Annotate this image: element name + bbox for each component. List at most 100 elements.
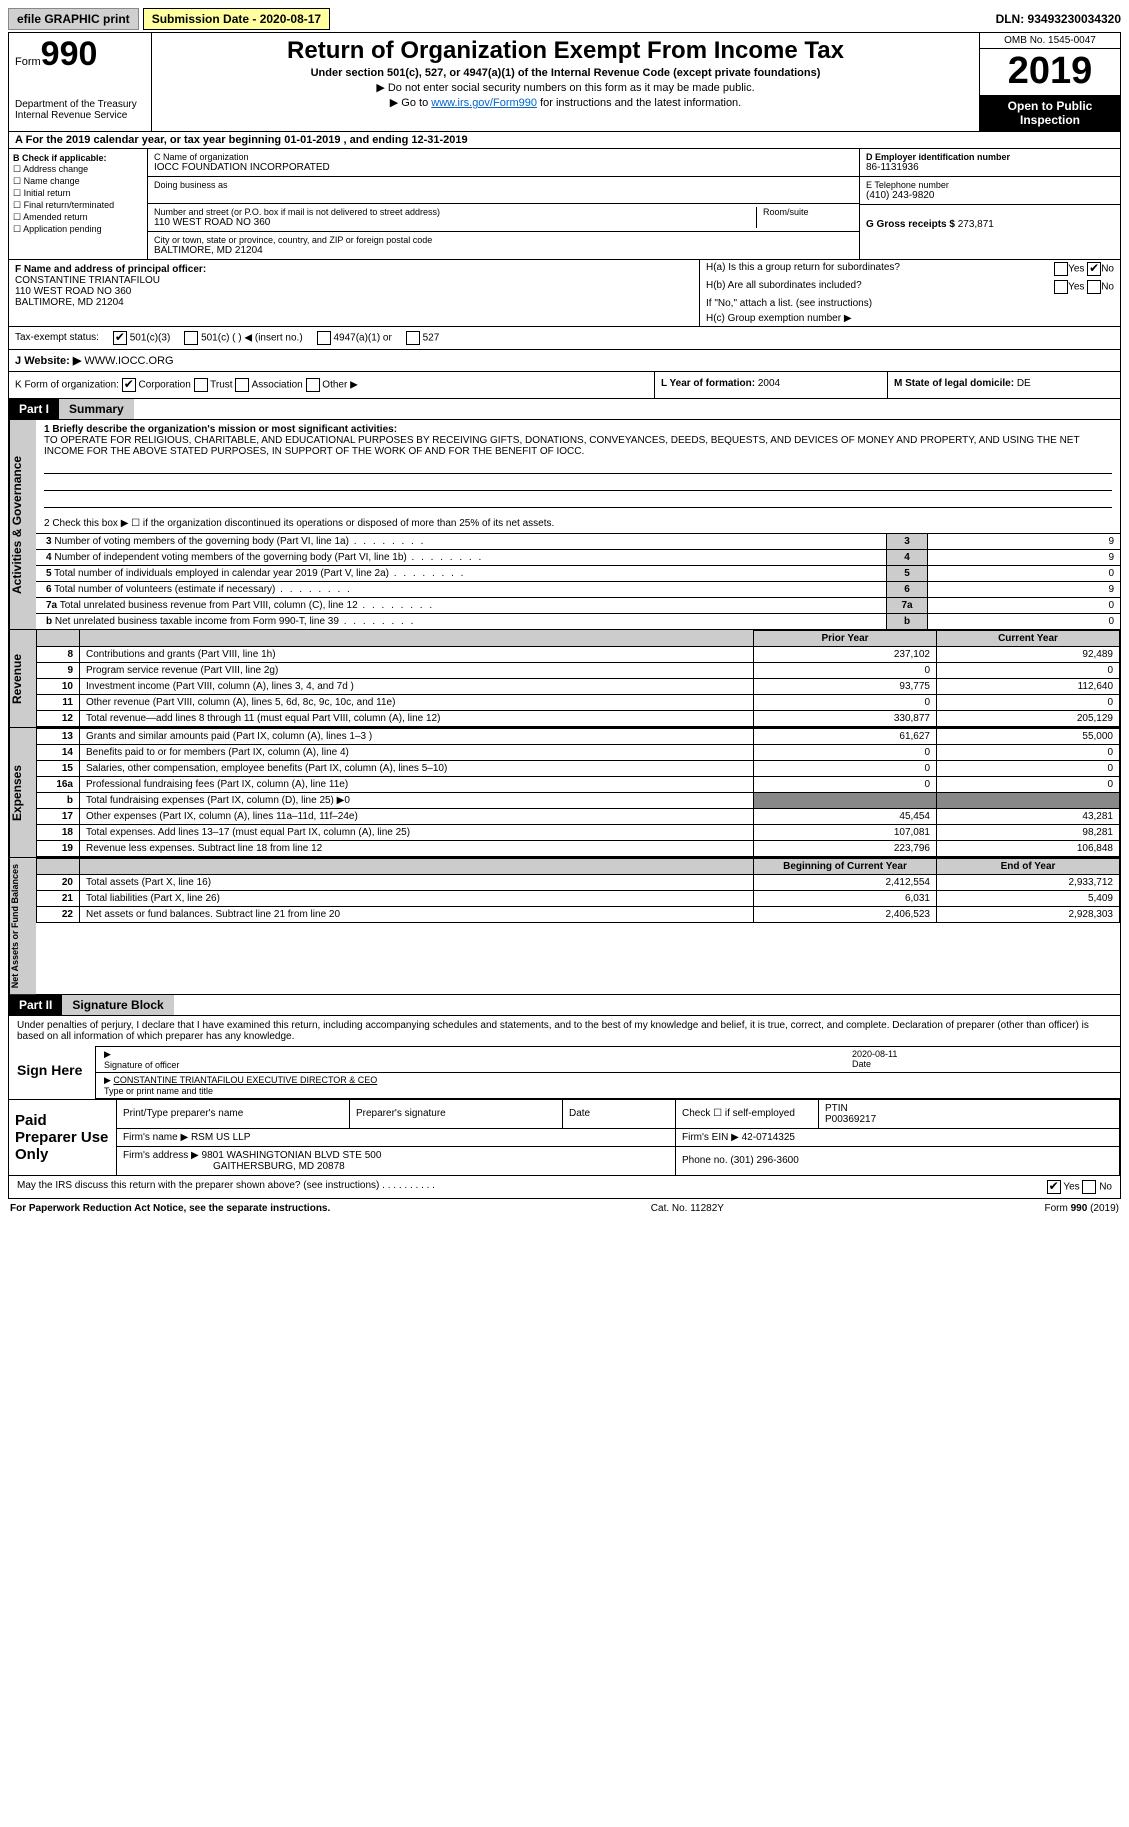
brief-text: TO OPERATE FOR RELIGIOUS, CHARITABLE, AN… <box>44 435 1079 457</box>
chk-trust[interactable] <box>194 378 208 392</box>
dba-label: Doing business as <box>154 180 853 190</box>
discuss-no-label: No <box>1099 1181 1112 1192</box>
chk-corp[interactable] <box>122 378 136 392</box>
box-d-label: D Employer identification number <box>866 152 1114 162</box>
note-post: for instructions and the latest informat… <box>537 97 741 109</box>
box-m-label: M State of legal domicile: <box>894 378 1014 389</box>
box-g-label: G Gross receipts $ <box>866 219 955 230</box>
chk-initial-return[interactable]: ☐ Initial return <box>13 188 143 199</box>
firm-addr: 9801 WASHINGTONIAN BLVD STE 500 <box>202 1150 382 1161</box>
omb-number: OMB No. 1545-0047 <box>980 33 1120 49</box>
no-label-2: No <box>1101 281 1114 292</box>
sig-date: 2020-08-11 <box>852 1049 897 1059</box>
opt-corp: Corporation <box>139 379 191 390</box>
note-goto: ▶ Go to www.irs.gov/Form990 for instruct… <box>160 96 971 109</box>
vtab-activities: Activities & Governance <box>9 420 36 629</box>
opt-501c3: 501(c)(3) <box>130 332 171 343</box>
chk-other[interactable] <box>306 378 320 392</box>
tax-year: 2019 <box>980 49 1120 95</box>
chk-501c3[interactable] <box>113 331 127 345</box>
dln: DLN: 93493230034320 <box>996 12 1121 26</box>
form-subtitle: Under section 501(c), 527, or 4947(a)(1)… <box>160 67 971 79</box>
room-label: Room/suite <box>756 207 853 228</box>
instructions-link[interactable]: www.irs.gov/Form990 <box>431 97 537 109</box>
hb-note: If "No," attach a list. (see instruction… <box>700 296 1120 311</box>
form-title: Return of Organization Exempt From Incom… <box>160 37 971 65</box>
box-b-title: B Check if applicable: <box>13 153 143 163</box>
org-address: 110 WEST ROAD NO 360 <box>154 217 756 228</box>
firm-name-label: Firm's name ▶ <box>123 1132 188 1143</box>
hdr-prior: Prior Year <box>754 630 937 646</box>
prep-name-hdr: Print/Type preparer's name <box>117 1100 350 1129</box>
open-inspection: Open to Public Inspection <box>980 95 1120 131</box>
gross-receipts: 273,871 <box>958 219 994 230</box>
ha-no[interactable] <box>1087 262 1101 276</box>
hb-yes[interactable] <box>1054 280 1068 294</box>
hb-no[interactable] <box>1087 280 1101 294</box>
discuss-yes-label: Yes <box>1063 1181 1079 1192</box>
firm-ein-label: Firm's EIN ▶ <box>682 1132 739 1143</box>
note-ssn: ▶ Do not enter social security numbers o… <box>160 81 971 94</box>
prep-sig-hdr: Preparer's signature <box>350 1100 563 1129</box>
chk-address-change[interactable]: ☐ Address change <box>13 164 143 175</box>
department: Department of the Treasury Internal Reve… <box>15 99 145 121</box>
yes-label-2: Yes <box>1068 281 1084 292</box>
opt-other: Other ▶ <box>322 379 357 390</box>
opt-4947: 4947(a)(1) or <box>333 332 391 343</box>
chk-4947[interactable] <box>317 331 331 345</box>
paid-preparer-label: Paid Preparer Use Only <box>9 1100 116 1175</box>
org-city: BALTIMORE, MD 21204 <box>154 245 853 256</box>
firm-phone: (301) 296-3600 <box>730 1155 798 1166</box>
part2-title: Signature Block <box>62 995 173 1015</box>
state-domicile: DE <box>1017 378 1031 389</box>
form-label: Form <box>15 56 41 68</box>
year-formation: 2004 <box>758 378 780 389</box>
period-label: A <box>15 134 26 146</box>
officer-addr: 110 WEST ROAD NO 360 <box>15 286 693 297</box>
box-l-label: L Year of formation: <box>661 378 755 389</box>
discuss-question: May the IRS discuss this return with the… <box>17 1180 435 1194</box>
opt-trust: Trust <box>210 379 232 390</box>
brief-label: 1 Briefly describe the organization's mi… <box>44 424 397 435</box>
sig-date-label: Date <box>852 1059 871 1069</box>
discuss-no[interactable] <box>1082 1180 1096 1194</box>
submission-date: Submission Date - 2020-08-17 <box>143 8 330 30</box>
chk-501c[interactable] <box>184 331 198 345</box>
no-label: No <box>1101 263 1114 274</box>
footer-right: Form 990 (2019) <box>1045 1203 1119 1214</box>
footer-mid: Cat. No. 11282Y <box>651 1203 724 1214</box>
part2-header: Part II <box>9 995 62 1015</box>
ha-yes[interactable] <box>1054 262 1068 276</box>
officer-name: CONSTANTINE TRIANTAFILOU <box>15 275 693 286</box>
box-f-label: F Name and address of principal officer: <box>15 264 693 275</box>
box-e-label: E Telephone number <box>866 180 1114 190</box>
firm-name: RSM US LLP <box>191 1132 250 1143</box>
tax-exempt-label: Tax-exempt status: <box>15 332 99 343</box>
firm-phone-label: Phone no. <box>682 1155 728 1166</box>
hdr-beginning: Beginning of Current Year <box>754 858 937 874</box>
sig-officer-label: Signature of officer <box>104 1060 179 1070</box>
discuss-yes[interactable] <box>1047 1180 1061 1194</box>
opt-501c: 501(c) ( ) ◀ (insert no.) <box>201 332 303 343</box>
hdr-current: Current Year <box>937 630 1120 646</box>
yes-label: Yes <box>1068 263 1084 274</box>
chk-amended[interactable]: ☐ Amended return <box>13 212 143 223</box>
chk-name-change[interactable]: ☐ Name change <box>13 176 143 187</box>
org-name: IOCC FOUNDATION INCORPORATED <box>154 162 853 173</box>
vtab-revenue: Revenue <box>9 630 36 727</box>
prep-self-emp: Check ☐ if self-employed <box>676 1100 819 1129</box>
sig-name-label: Type or print name and title <box>104 1086 213 1096</box>
efile-button[interactable]: efile GRAPHIC print <box>8 8 139 30</box>
firm-city: GAITHERSBURG, MD 20878 <box>123 1161 345 1172</box>
chk-final-return[interactable]: ☐ Final return/terminated <box>13 200 143 211</box>
chk-assoc[interactable] <box>235 378 249 392</box>
vtab-expenses: Expenses <box>9 728 36 857</box>
part1-header: Part I <box>9 399 59 419</box>
part1-title: Summary <box>59 399 134 419</box>
ha-label: H(a) Is this a group return for subordin… <box>706 262 900 276</box>
chk-application-pending[interactable]: ☐ Application pending <box>13 224 143 235</box>
city-label: City or town, state or province, country… <box>154 235 853 245</box>
ein: 86-1131936 <box>866 162 1114 173</box>
chk-527[interactable] <box>406 331 420 345</box>
hb-label: H(b) Are all subordinates included? <box>706 280 862 294</box>
